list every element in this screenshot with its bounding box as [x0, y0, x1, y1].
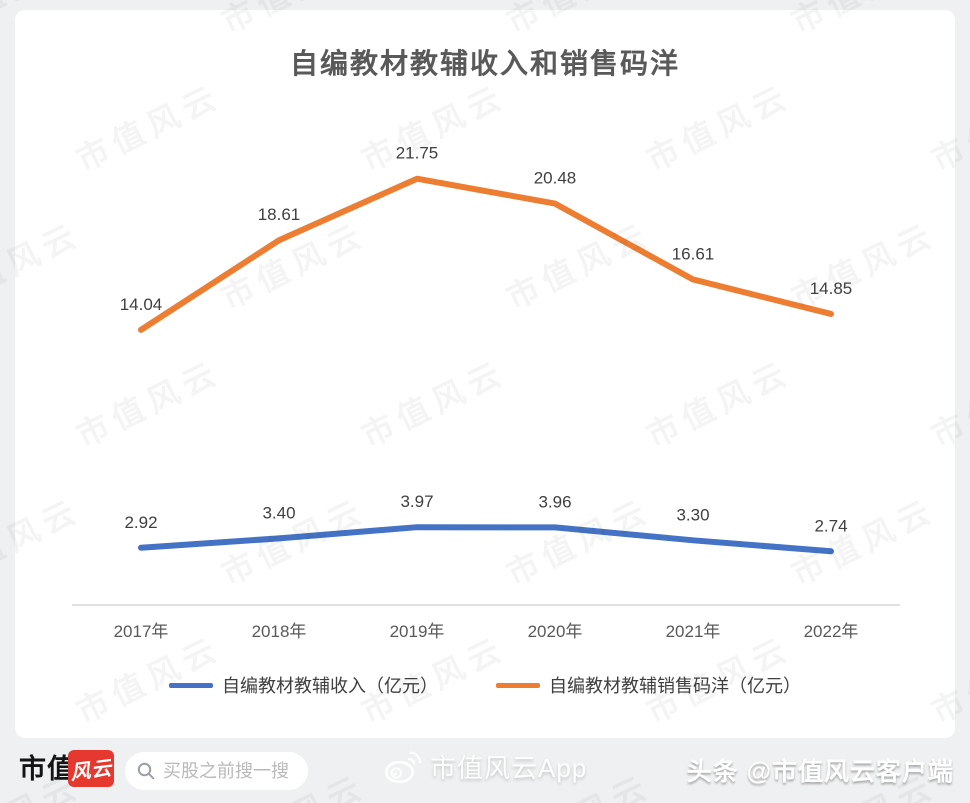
legend-label-sales: 自编教材教辅销售码洋（亿元） [549, 676, 801, 696]
search-input[interactable] [155, 760, 300, 782]
value-label: 3.96 [538, 492, 571, 511]
value-label: 2.74 [814, 516, 847, 535]
series-line-0 [138, 524, 834, 555]
x-tick-label: 2019年 [390, 622, 445, 641]
legend-label-revenue: 自编教材教辅收入（亿元） [222, 676, 438, 696]
brand-logo-badge: 风云 [68, 750, 114, 787]
weibo-icon [385, 751, 422, 783]
series-line-1 [138, 175, 834, 333]
value-label: 3.30 [676, 505, 709, 524]
value-label: 18.61 [258, 205, 301, 224]
legend-swatch-blue [169, 682, 213, 688]
x-tick-label: 2020年 [528, 622, 583, 641]
x-tick-label: 2021年 [666, 622, 721, 641]
value-label: 21.75 [396, 144, 439, 163]
footer-bar: 市值 风云 市值风云App 头条 @市值风云客户端 [0, 738, 970, 803]
value-label: 14.85 [810, 279, 853, 298]
value-label: 20.48 [534, 169, 577, 188]
value-label: 3.97 [400, 492, 433, 511]
legend-swatch-orange [496, 682, 540, 688]
weibo-app-label: 市值风云App [430, 753, 588, 783]
brand-logo-text: 市值 [19, 754, 75, 784]
brand-logo-badge-text: 风云 [69, 757, 114, 785]
weibo-app-group: 市值风云App [383, 748, 587, 785]
legend-item-sales: 自编教材教辅销售码洋（亿元） [496, 672, 801, 698]
value-label: 16.61 [672, 244, 715, 263]
search-icon [137, 762, 155, 780]
x-tick-label: 2022年 [804, 622, 859, 641]
line-chart: 2017年 2018年 2019年 2020年 2021年 2022年 2.92 3.40 3.… [72, 144, 900, 641]
search-box[interactable] [125, 752, 308, 790]
x-tick-label: 2018年 [252, 622, 307, 641]
value-label: 14.04 [120, 295, 163, 314]
toutiao-handle: 头条 @市值风云客户端 [686, 758, 954, 786]
chart-title: 自编教材教辅收入和销售码洋 [289, 48, 680, 79]
value-label: 2.92 [124, 513, 157, 532]
chart-card: 自编教材教辅收入和销售码洋 2017年 2018年 2019年 2020年 2021年 2… [15, 10, 955, 738]
legend-item-revenue: 自编教材教辅收入（亿元） [169, 672, 438, 698]
chart-legend: 自编教材教辅收入（亿元） 自编教材教辅销售码洋（亿元） [15, 672, 955, 698]
value-label: 3.40 [262, 503, 295, 522]
x-tick-label: 2017年 [114, 622, 169, 641]
